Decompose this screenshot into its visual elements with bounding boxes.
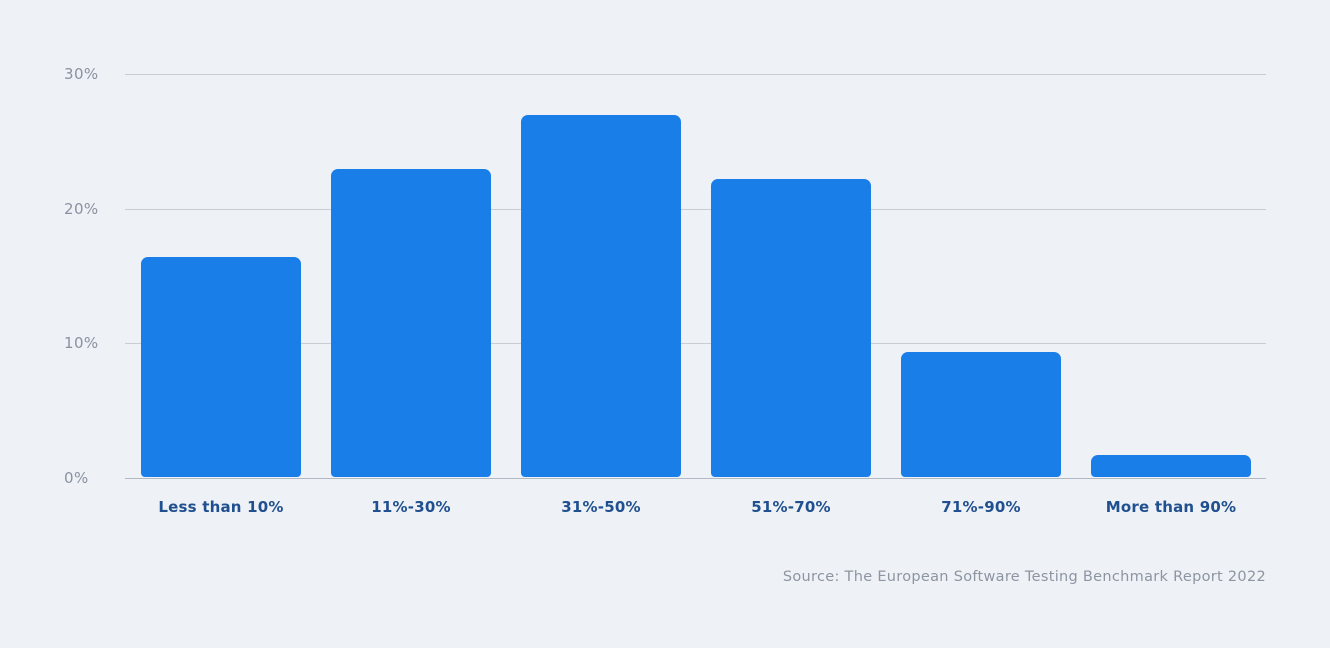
gridline-20 <box>125 209 1266 210</box>
ytick-label-30: 30% <box>64 65 99 83</box>
xcat-label-31-50: 31%-50% <box>561 498 641 516</box>
bar-11-30 <box>331 169 491 477</box>
bar-less-than-10 <box>141 257 301 477</box>
ytick-label-0: 0% <box>64 469 89 487</box>
gridline-30 <box>125 74 1266 75</box>
bar-71-90 <box>901 352 1061 477</box>
xcat-label-71-90: 71%-90% <box>941 498 1021 516</box>
xcat-label-less-than-10: Less than 10% <box>158 498 284 516</box>
xcat-label-51-70: 51%-70% <box>751 498 831 516</box>
xcat-label-more-than-90: More than 90% <box>1105 498 1237 516</box>
bar-31-50 <box>521 115 681 477</box>
ytick-label-10: 10% <box>64 334 99 352</box>
source-note: Source: The European Software Testing Be… <box>782 569 1266 585</box>
bar-more-than-90 <box>1091 455 1251 477</box>
xcat-label-11-30: 11%-30% <box>371 498 451 516</box>
x-axis-line <box>125 478 1266 479</box>
gridline-10 <box>125 343 1266 344</box>
ytick-label-20: 20% <box>64 200 99 218</box>
bar-51-70 <box>711 179 871 477</box>
bottom-strip <box>0 648 1330 653</box>
